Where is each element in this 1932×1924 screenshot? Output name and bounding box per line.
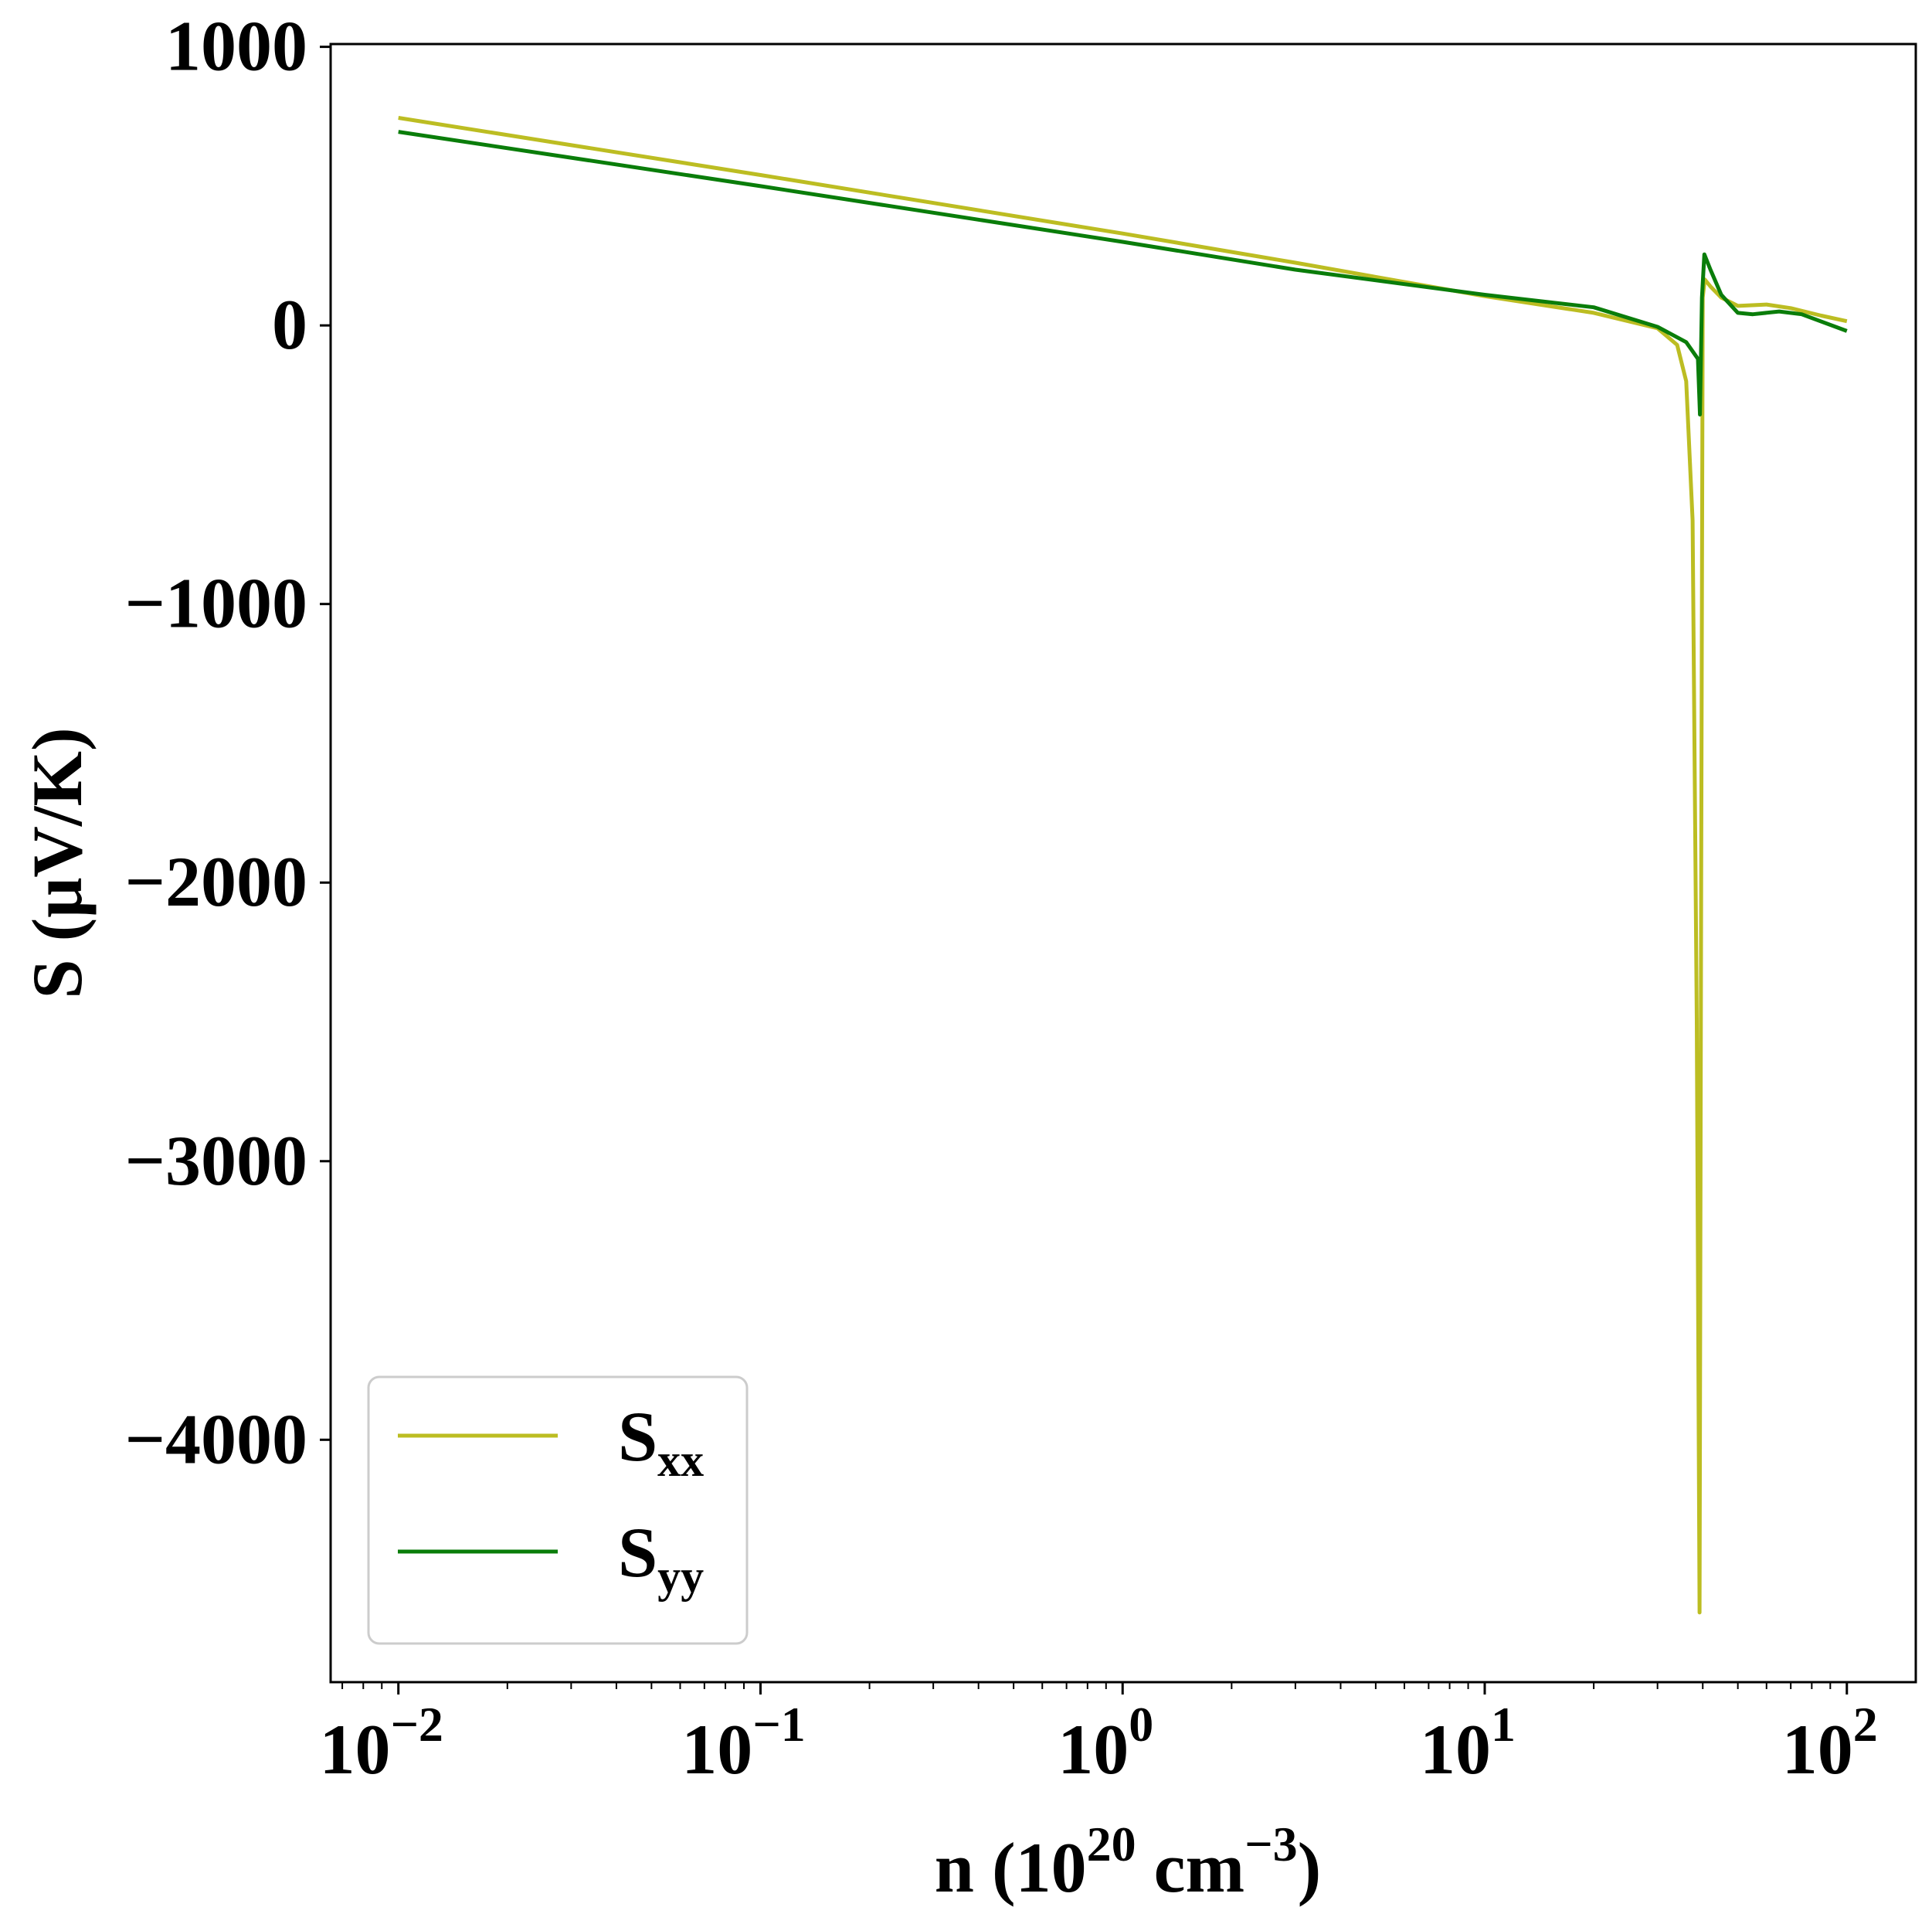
legend-label-sxx-main: S bbox=[618, 1397, 657, 1476]
x-tick-label-exponent: −2 bbox=[390, 1697, 443, 1752]
x-tick-label-exponent: 0 bbox=[1129, 1697, 1153, 1752]
x-axis-title-main: n (10 bbox=[935, 1828, 1087, 1907]
x-axis-title: n (1020 cm−3) bbox=[935, 1817, 1321, 1907]
series-line-sxx bbox=[398, 116, 1848, 1615]
x-axis-title-sup1: 20 bbox=[1087, 1817, 1136, 1871]
legend-label-sxx-sub: xx bbox=[657, 1435, 704, 1486]
x-tick-label-base: 10 bbox=[1420, 1710, 1491, 1789]
y-tick-label: 0 bbox=[272, 285, 307, 364]
x-tick-label-exponent: 2 bbox=[1853, 1697, 1878, 1752]
x-tick-label: 10−1 bbox=[681, 1697, 805, 1789]
x-axis-title-sup2: −3 bbox=[1244, 1817, 1297, 1871]
x-tick-label-base: 10 bbox=[681, 1710, 752, 1789]
legend-label-syy-sub: yy bbox=[657, 1551, 704, 1602]
y-axis-title: S (μV/K) bbox=[18, 727, 97, 998]
x-tick-label: 100 bbox=[1058, 1697, 1153, 1789]
x-axis-title-mid: cm bbox=[1136, 1828, 1244, 1907]
y-tick-label: 1000 bbox=[165, 7, 307, 86]
x-tick-label: 101 bbox=[1420, 1697, 1516, 1789]
x-tick-label-exponent: −1 bbox=[752, 1697, 805, 1752]
y-tick-label: −3000 bbox=[125, 1121, 307, 1200]
x-tick-label-base: 10 bbox=[1782, 1710, 1853, 1789]
legend-label-sxx: Sxx bbox=[618, 1397, 704, 1486]
legend-box bbox=[367, 1375, 749, 1645]
legend-label-syy-main: S bbox=[618, 1513, 657, 1592]
x-tick-label: 10−2 bbox=[319, 1697, 443, 1789]
y-tick-label: −4000 bbox=[125, 1399, 307, 1478]
x-axis-ticks: 10−2 10−1 100 101 102 bbox=[319, 1682, 1878, 1789]
legend-label-syy: Syy bbox=[618, 1513, 704, 1602]
series-layer bbox=[398, 116, 1848, 1615]
x-tick-label: 102 bbox=[1782, 1697, 1878, 1789]
y-axis-ticks: 1000 0 −1000 −2000 −3000 −4000 bbox=[125, 7, 331, 1478]
x-tick-label-base: 10 bbox=[1058, 1710, 1129, 1789]
y-tick-label: −2000 bbox=[125, 842, 307, 921]
x-tick-label-base: 10 bbox=[319, 1710, 390, 1789]
x-tick-label-exponent: 1 bbox=[1491, 1697, 1516, 1752]
series-line-syy bbox=[398, 130, 1848, 416]
legend: Sxx Syy bbox=[367, 1375, 749, 1645]
x-axis-title-end: ) bbox=[1298, 1828, 1322, 1907]
y-tick-label: −1000 bbox=[125, 564, 307, 643]
